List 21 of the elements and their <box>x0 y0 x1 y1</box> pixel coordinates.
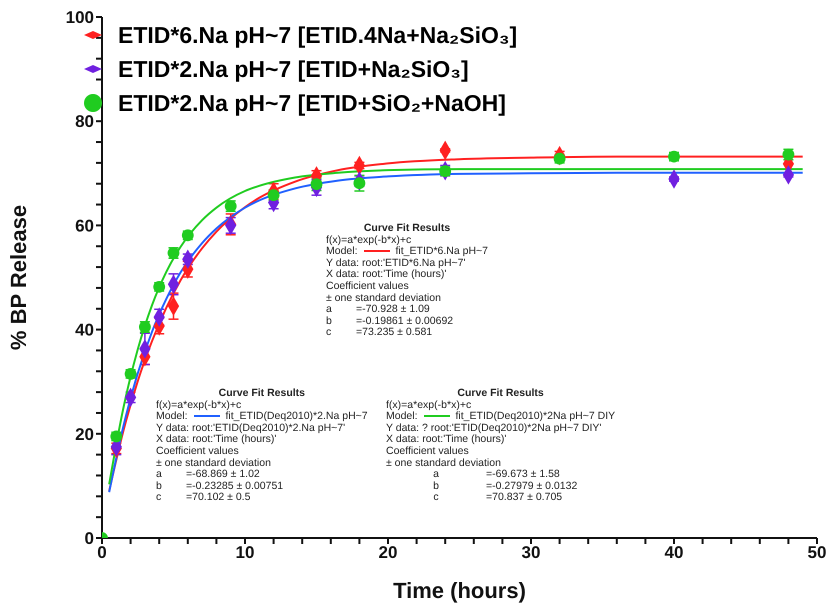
y-tick-label: 20 <box>75 424 94 444</box>
x-tick-label: 10 <box>236 543 254 562</box>
x-tick-label: 20 <box>378 543 398 562</box>
y-tick-label: 80 <box>75 112 94 132</box>
y-tick-label: 40 <box>75 320 94 340</box>
y-tick-label: 100 <box>66 8 94 28</box>
legend-label: ETID*6.Na pH~7 [ETID.4Na+Na₂SiO₃] <box>118 22 518 48</box>
y-tick-label: 60 <box>75 216 94 236</box>
y-axis-title: % BP Release <box>6 204 31 350</box>
y-tick-label: 0 <box>84 529 94 548</box>
x-axis-title: Time (hours) <box>393 578 526 603</box>
legend-label: ETID*2.Na pH~7 [ETID+SiO₂+NaOH] <box>118 90 506 116</box>
legend-label: ETID*2.Na pH~7 [ETID+Na₂SiO₃] <box>118 56 469 82</box>
x-tick-label: 30 <box>522 543 540 562</box>
point <box>353 177 366 190</box>
x-tick-label: 40 <box>664 543 684 562</box>
text: Curve Fit Results f(x)=a*exp(-b*x)+c Model: fit_ETID(Deq2010)*2Na pH~7 DIY Y data: ? root:'ETID(Deq2010)*2Na pH~7 DIY' X data: root:'Time (hours)' Coefficient values ± one standard deviation a =-69.673 ± 1.58 b =-0.27979 ± 0.0132 c =70.837 ± 0.705 <box>386 387 616 504</box>
x-tick-label: 50 <box>808 543 826 562</box>
text: Curve Fit Results f(x)=a*exp(-b*x)+c Model: fit_ETID*6.Na pH~7 Y data: root:'ETID*6.Na pH~7' X data: root:'Time (hours)' Coefficient values ± one standard deviation a =-70.928 ± 1.09 b =-0.19861 ± 0.00692 c =73.235 ± 0.581 <box>326 222 488 338</box>
x-tick-label: 0 <box>97 543 107 562</box>
text: Curve Fit Results f(x)=a*exp(-b*x)+c Model: fit_ETID(Deq2010)*2.Na pH~7 Y data: root:'ETID(Deq2010)*2.Na pH~7' X data: root:'Time (hours)' Coefficient values ± one standard deviation a =-68.869 ± 1.02 b =-0.23285 ± 0.00751 c =70.102 ± 0.5 <box>156 387 368 504</box>
